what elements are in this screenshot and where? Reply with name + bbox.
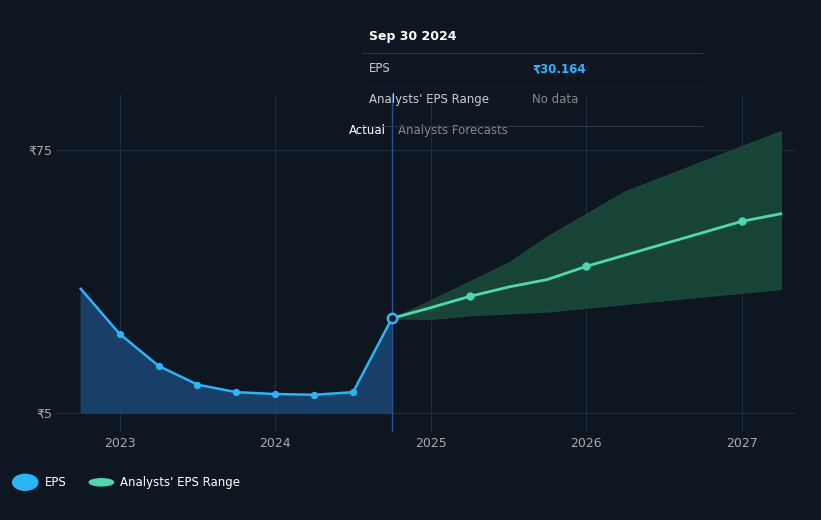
Text: Actual: Actual — [349, 124, 386, 137]
Point — [268, 390, 282, 398]
Text: ₹30.164: ₹30.164 — [532, 62, 585, 75]
Text: No data: No data — [532, 93, 578, 106]
Point — [113, 330, 126, 338]
Point — [191, 381, 204, 389]
Point — [346, 388, 360, 396]
Text: Sep 30 2024: Sep 30 2024 — [369, 30, 456, 43]
Point — [230, 388, 243, 396]
Point — [736, 217, 749, 226]
Point — [580, 262, 593, 270]
Circle shape — [12, 474, 38, 490]
Text: Analysts' EPS Range: Analysts' EPS Range — [120, 476, 240, 489]
Point — [385, 314, 398, 322]
Text: EPS: EPS — [369, 62, 391, 75]
Text: Analysts Forecasts: Analysts Forecasts — [398, 124, 508, 137]
Point — [308, 391, 321, 399]
Text: Analysts' EPS Range: Analysts' EPS Range — [369, 93, 488, 106]
Text: EPS: EPS — [45, 476, 67, 489]
Point — [463, 292, 476, 301]
Circle shape — [89, 479, 113, 486]
Point — [152, 362, 165, 370]
